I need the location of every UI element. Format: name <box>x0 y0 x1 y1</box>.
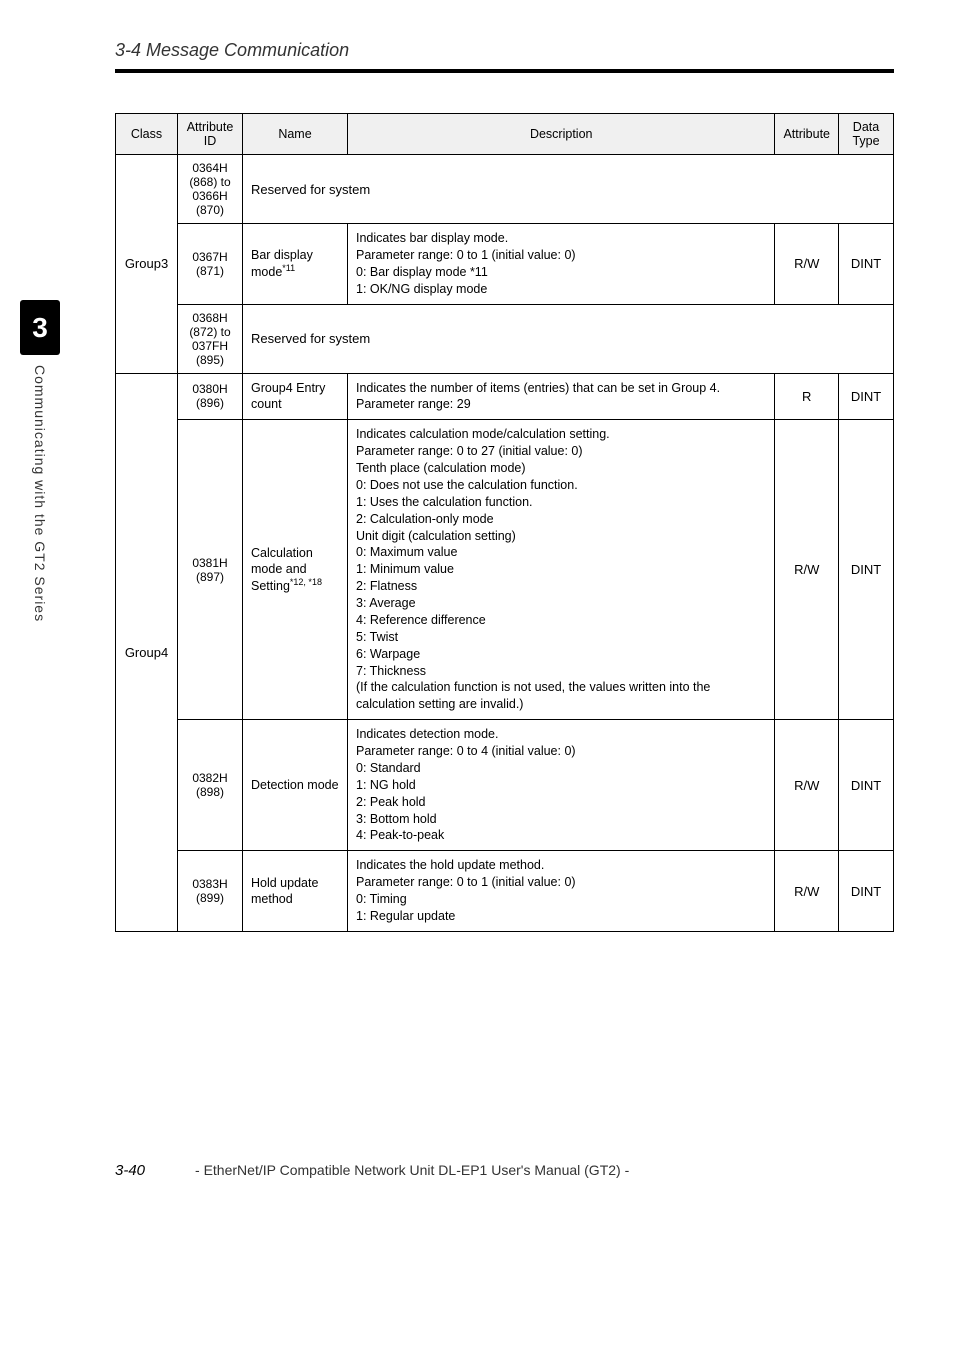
cell-desc: Indicates detection mode. Parameter rang… <box>348 720 775 851</box>
table-row: 0383H (899) Hold update method Indicates… <box>116 851 894 932</box>
cell-name: Hold update method <box>243 851 348 932</box>
cell-attrid: 0367H (871) <box>178 224 243 305</box>
cell-type: DINT <box>839 373 894 420</box>
cell-attr: R/W <box>775 851 839 932</box>
table-row: Group4 0380H (896) Group4 Entry count In… <box>116 373 894 420</box>
cell-type: DINT <box>839 720 894 851</box>
table-row: 0381H (897) Calculation mode and Setting… <box>116 420 894 720</box>
cell-type: DINT <box>839 851 894 932</box>
cell-reserved: Reserved for system <box>243 155 894 224</box>
col-header-attr: Attribute <box>775 114 839 155</box>
cell-attrid: 0382H (898) <box>178 720 243 851</box>
table-row: Group3 0364H (868) to 0366H (870) Reserv… <box>116 155 894 224</box>
cell-desc: Indicates bar display mode. Parameter ra… <box>348 224 775 305</box>
cell-attrid: 0380H (896) <box>178 373 243 420</box>
cell-name: Detection mode <box>243 720 348 851</box>
chapter-number-tab: 3 <box>20 300 60 355</box>
cell-desc: Indicates the hold update method. Parame… <box>348 851 775 932</box>
attribute-table: Class Attribute ID Name Description Attr… <box>115 113 894 932</box>
footer-manual-title: - EtherNet/IP Compatible Network Unit DL… <box>195 1162 629 1178</box>
cell-attrid: 0364H (868) to 0366H (870) <box>178 155 243 224</box>
section-title: 3-4 Message Communication <box>115 40 894 61</box>
cell-desc: Indicates calculation mode/calculation s… <box>348 420 775 720</box>
cell-class-group3: Group3 <box>116 155 178 374</box>
page-number: 3-40 <box>115 1162 145 1179</box>
cell-attr: R/W <box>775 720 839 851</box>
col-header-type: Data Type <box>839 114 894 155</box>
cell-attrid: 0368H (872) to 037FH (895) <box>178 304 243 373</box>
cell-attr: R/W <box>775 420 839 720</box>
side-tab: 3 Communicating with the GT2 Series <box>20 300 60 622</box>
cell-attr: R <box>775 373 839 420</box>
col-header-class: Class <box>116 114 178 155</box>
table-row: 0367H (871) Bar display mode*11 Indicate… <box>116 224 894 305</box>
cell-name: Calculation mode and Setting*12, *18 <box>243 420 348 720</box>
cell-attr: R/W <box>775 224 839 305</box>
col-header-name: Name <box>243 114 348 155</box>
name-sup: *12, *18 <box>290 577 322 587</box>
cell-type: DINT <box>839 420 894 720</box>
cell-name: Group4 Entry count <box>243 373 348 420</box>
table-header-row: Class Attribute ID Name Description Attr… <box>116 114 894 155</box>
side-chapter-label: Communicating with the GT2 Series <box>32 365 48 622</box>
col-header-desc: Description <box>348 114 775 155</box>
cell-class-group4: Group4 <box>116 373 178 931</box>
table-row: 0368H (872) to 037FH (895) Reserved for … <box>116 304 894 373</box>
cell-attrid: 0383H (899) <box>178 851 243 932</box>
cell-type: DINT <box>839 224 894 305</box>
name-sup: *11 <box>282 263 295 273</box>
page-footer: 3-40 - EtherNet/IP Compatible Network Un… <box>115 1162 894 1179</box>
cell-desc: Indicates the number of items (entries) … <box>348 373 775 420</box>
table-row: 0382H (898) Detection mode Indicates det… <box>116 720 894 851</box>
cell-name: Bar display mode*11 <box>243 224 348 305</box>
header-rule <box>115 69 894 73</box>
cell-reserved: Reserved for system <box>243 304 894 373</box>
cell-attrid: 0381H (897) <box>178 420 243 720</box>
col-header-attrid: Attribute ID <box>178 114 243 155</box>
